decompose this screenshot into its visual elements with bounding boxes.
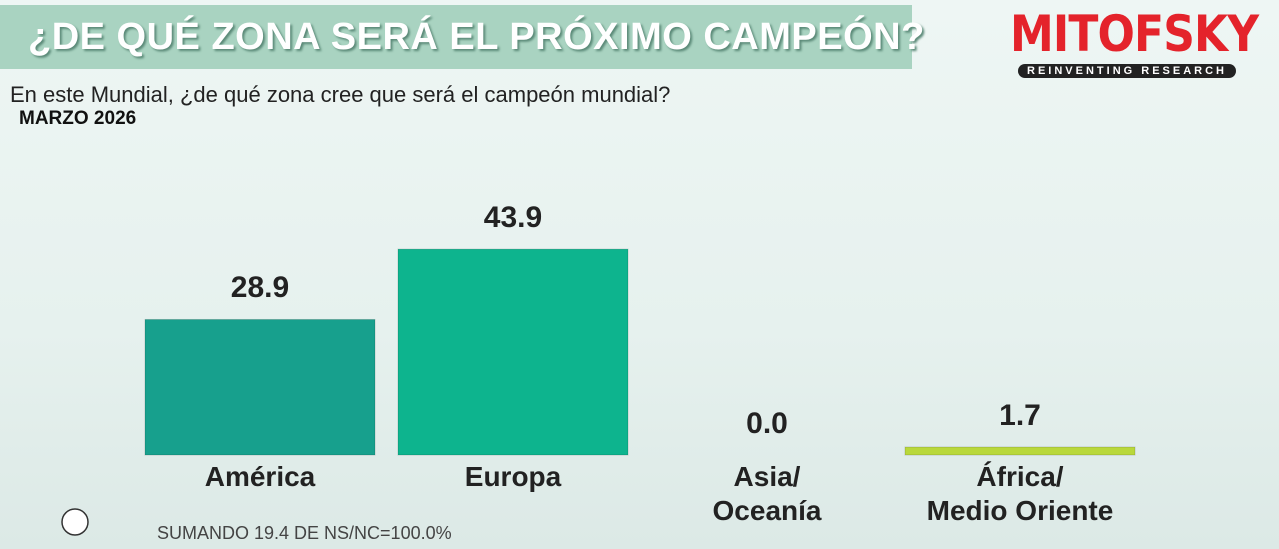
value-label: 1.7	[999, 399, 1041, 433]
bar	[144, 318, 376, 456]
date: MARZO 2026	[19, 108, 137, 129]
value-label: 0.0	[746, 407, 788, 440]
ball-icon	[61, 508, 89, 536]
category-label: Europa	[464, 461, 562, 492]
logo: MITOFSKY	[1010, 5, 1259, 63]
value-label: 28.9	[230, 271, 290, 305]
category-label: América	[204, 461, 316, 492]
value-label: 43.9	[483, 201, 543, 235]
logo-tagline: REINVENTING RESEARCH	[1018, 64, 1236, 78]
title-banner	[0, 5, 912, 69]
category-label: África/ Medio Oriente	[926, 461, 1114, 526]
category-label: Asia/ Oceanía	[712, 461, 822, 526]
note: SUMANDO 19.4 DE NS/NC=100.0%	[157, 523, 452, 543]
bar	[904, 446, 1136, 456]
subtitle: En este Mundial, ¿de qué zona cree que s…	[10, 82, 671, 107]
title: ¿DE QUÉ ZONA SERÁ EL PRÓXIMO CAMPEÓN?	[28, 16, 925, 58]
bar	[397, 248, 629, 456]
